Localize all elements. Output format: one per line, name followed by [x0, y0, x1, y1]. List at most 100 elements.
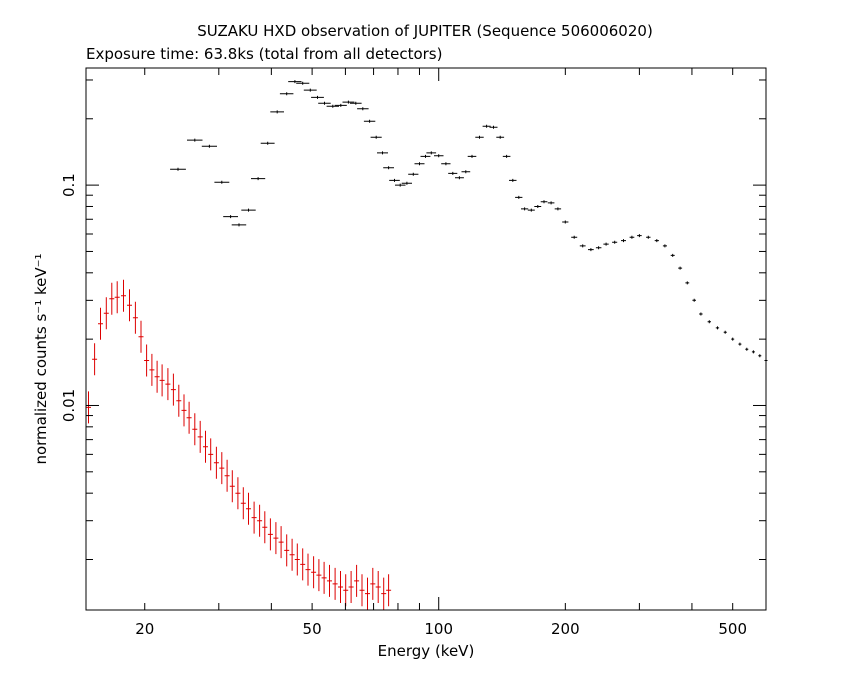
data-point [386, 574, 392, 607]
x-tick-label: 50 [303, 620, 322, 638]
plot-frame [85, 67, 767, 611]
data-point [637, 234, 642, 238]
data-point [562, 220, 569, 224]
data-point [176, 384, 182, 417]
data-point [332, 567, 338, 600]
data-point [311, 556, 317, 589]
data-point [357, 107, 369, 111]
data-point [327, 564, 332, 597]
data-point [262, 511, 268, 544]
data-point [521, 207, 529, 211]
data-point [448, 171, 458, 175]
data-point [527, 208, 535, 212]
data-point [365, 577, 370, 610]
data-point [343, 574, 349, 607]
data-point [240, 487, 246, 520]
data-point [224, 459, 230, 492]
data-point [381, 577, 387, 610]
data-point [629, 235, 635, 239]
data-point [270, 110, 284, 114]
data-point [114, 281, 120, 314]
data-point [401, 181, 412, 185]
chart-title: SUZAKU HXD observation of JUPITER (Seque… [197, 22, 653, 40]
data-point [359, 574, 365, 607]
data-point [294, 543, 300, 576]
data-point [603, 242, 609, 246]
data-point [251, 177, 266, 181]
y-tick-label: 0.1 [60, 173, 78, 197]
data-point [579, 244, 586, 248]
data-point [181, 394, 187, 427]
data-point [154, 360, 160, 393]
data-point [461, 170, 471, 174]
data-point [475, 135, 484, 139]
y-tick-label: 0.01 [60, 389, 78, 422]
data-point [257, 504, 263, 537]
data-point [751, 350, 755, 354]
data-point [338, 571, 343, 603]
data-point [334, 103, 347, 107]
data-point [363, 119, 376, 123]
data-point [273, 522, 279, 555]
data-point [426, 151, 437, 155]
data-point [731, 337, 735, 341]
data-point [489, 125, 498, 129]
data-point [187, 138, 203, 142]
data-point [540, 200, 548, 204]
data-point [321, 561, 327, 594]
data-point [267, 518, 273, 551]
data-series-layer [86, 80, 768, 610]
data-point [699, 312, 703, 316]
data-point [595, 246, 602, 250]
data-point [144, 344, 150, 377]
data-point [170, 167, 186, 171]
axis-ticks [86, 68, 767, 610]
data-point [547, 201, 555, 205]
data-point [208, 438, 214, 471]
data-point [326, 104, 339, 108]
data-point [223, 215, 238, 219]
data-point [395, 183, 406, 187]
data-point [678, 266, 683, 270]
data-point [496, 135, 505, 139]
data-point [482, 124, 491, 128]
chart-subtitle: Exposure time: 63.8ks (total from all de… [86, 45, 443, 63]
data-point [288, 80, 302, 84]
data-point [715, 326, 720, 330]
data-point [738, 342, 742, 346]
data-point [311, 95, 324, 99]
data-point [127, 289, 132, 322]
data-point [670, 253, 675, 257]
data-point [467, 154, 477, 158]
data-point [441, 162, 451, 166]
data-point [342, 100, 355, 104]
data-point [745, 347, 749, 351]
data-point [370, 567, 376, 600]
data-point [138, 320, 144, 353]
data-point [588, 248, 594, 252]
data-point [121, 279, 126, 312]
data-point [389, 178, 400, 182]
data-point [98, 307, 103, 340]
data-point [246, 492, 251, 525]
data-point [170, 373, 176, 406]
data-point [229, 470, 235, 503]
data-point [654, 239, 659, 243]
data-point [251, 501, 257, 534]
data-point [92, 343, 98, 376]
data-point [219, 452, 225, 485]
data-point [646, 235, 651, 239]
data-point [662, 244, 667, 248]
data-point [455, 176, 464, 180]
data-point [186, 401, 192, 434]
x-tick-label: 100 [424, 620, 453, 638]
x-tick-label: 20 [135, 620, 154, 638]
data-point [377, 151, 388, 155]
data-point [278, 526, 284, 559]
data-point [303, 88, 317, 92]
data-point [279, 92, 294, 96]
data-point [235, 477, 241, 510]
data-point [103, 297, 109, 330]
data-point [201, 144, 217, 148]
